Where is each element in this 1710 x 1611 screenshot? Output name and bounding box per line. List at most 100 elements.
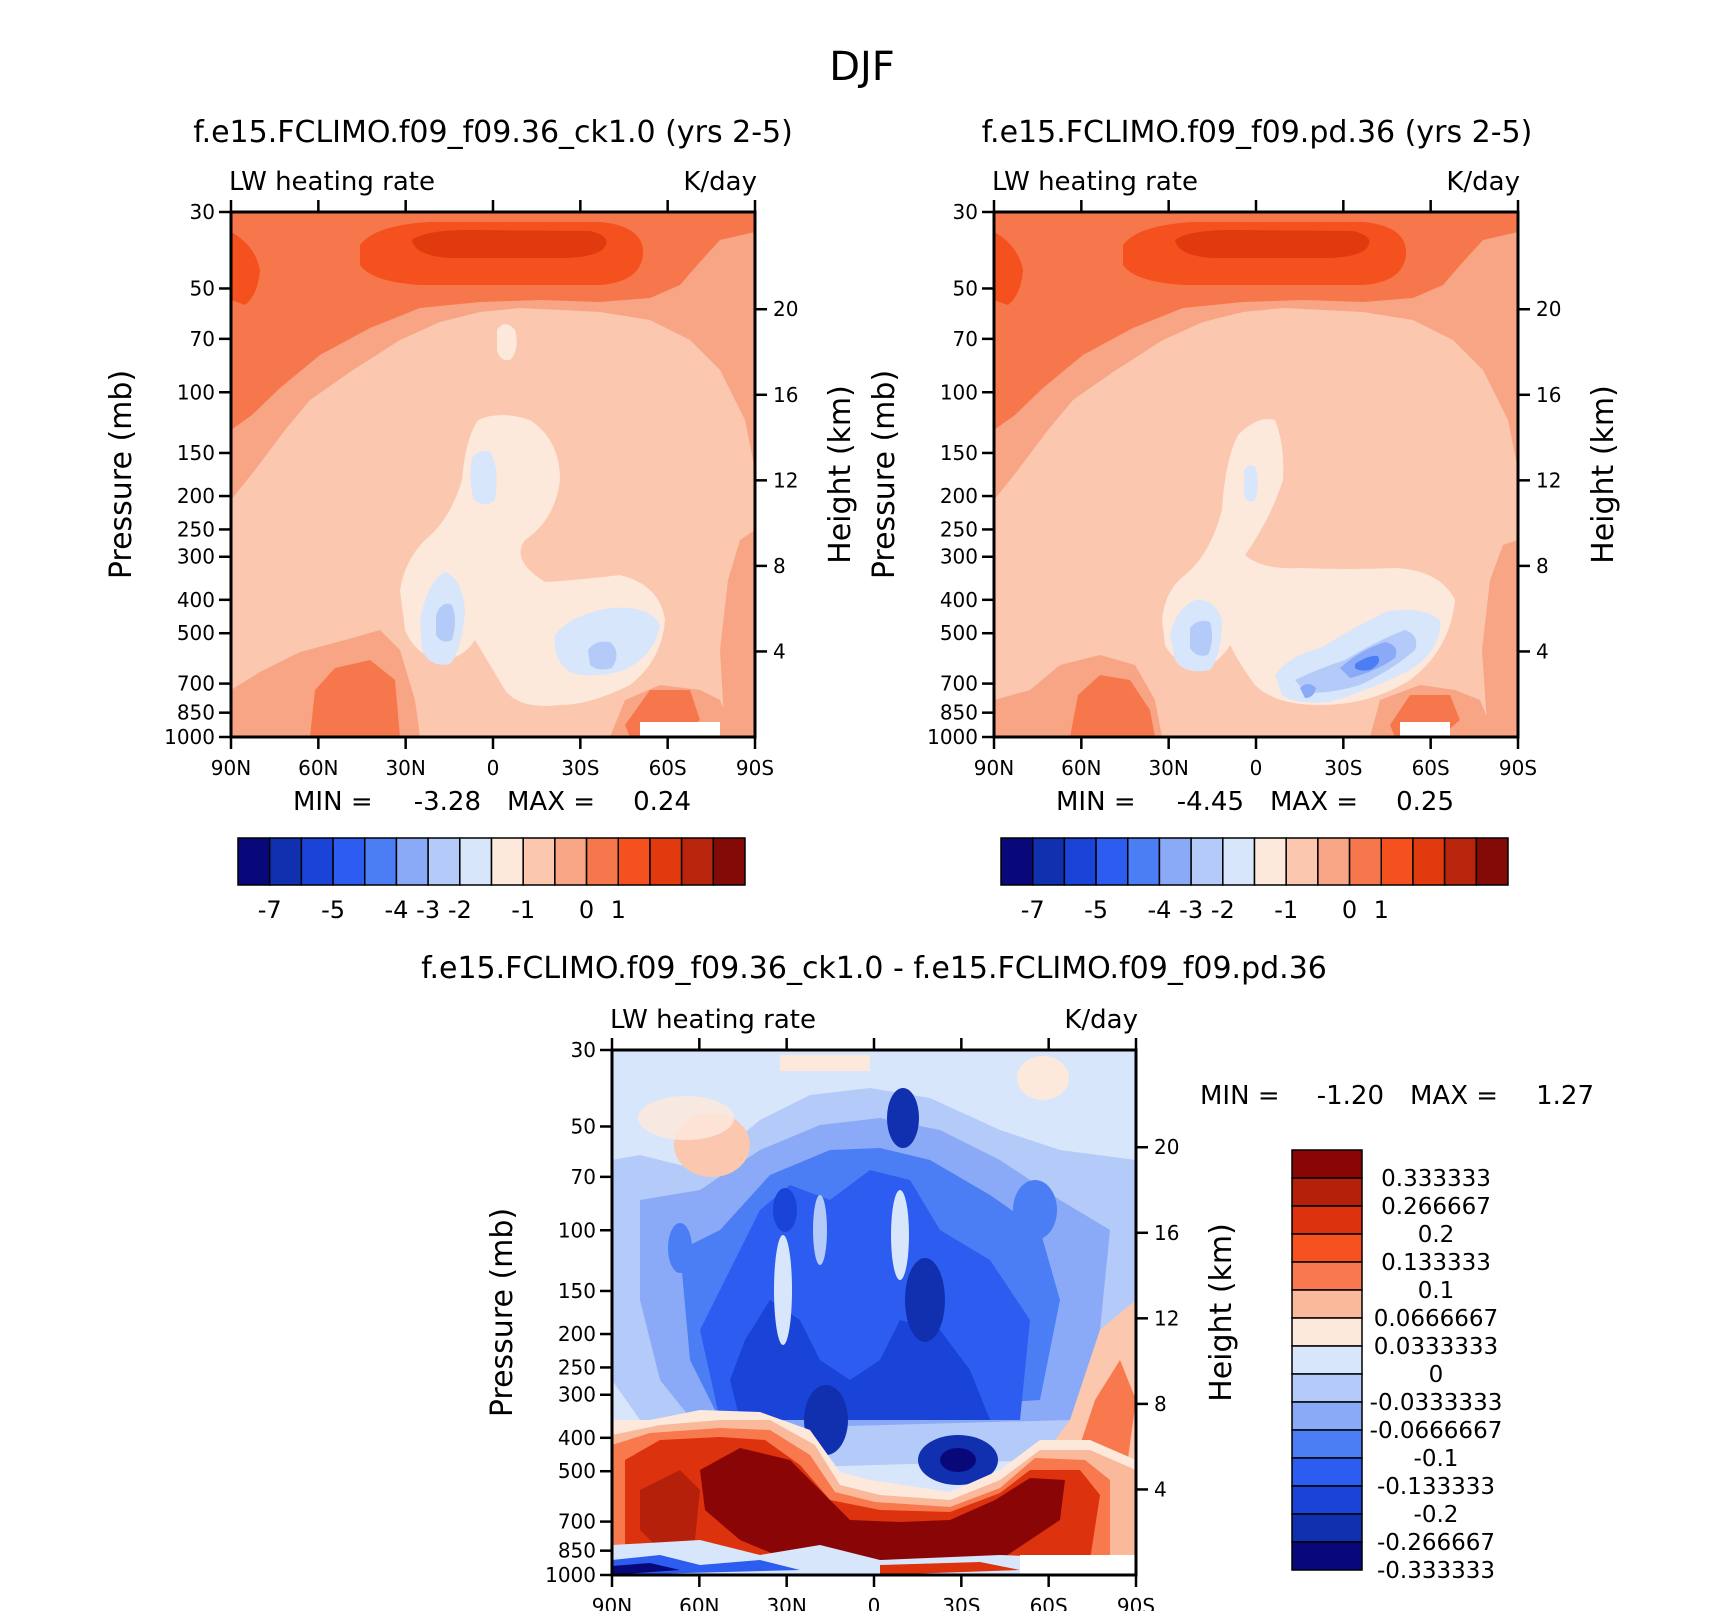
min-value: -3.28 [414,787,481,817]
panel-1-south-edge-band [720,530,755,737]
x-tick-label: 90S [1499,756,1537,780]
y2-tick-label: 8 [1154,1392,1167,1416]
colorbar-tick-label: 0.2 [1418,1222,1455,1248]
colorbar-swatch [585,837,619,886]
panel-1-axes: 90N 60N 30N 0 30S 60S 90S305070100150200250300… [104,200,858,924]
colorbar-swatch [1291,1233,1363,1263]
colorbar-tick-label: -0.2 [1414,1502,1459,1528]
panel-3-min-core-e [940,1448,976,1472]
min-label: MIN = [293,787,373,817]
panel-2-left-label: LW heating rate [992,167,1198,197]
panel-1-left-label: LW heating rate [229,167,435,197]
x-tick-label: 30N [385,756,425,780]
colorbar-swatch [364,837,398,886]
panel-3-title: f.e15.FCLIMO.f09_f09.36_ck1.0 - f.e15.FC… [421,951,1327,986]
x-tick-label: 60N [679,1594,719,1611]
panel-3-surface-red-strip [880,1562,1020,1575]
colorbar-tick-label: 0.133333 [1381,1250,1491,1276]
y-tick-label: 300 [558,1383,596,1407]
panel-1-title: f.e15.FCLIMO.f09_f09.36_ck1.0 (yrs 2-5) [193,115,793,150]
colorbar-swatch [427,837,461,886]
panel-3-pos-anomaly-b [638,1096,734,1140]
colorbar-tick-label: 0 [1342,896,1357,924]
colorbar-tick-label: -7 [1021,896,1045,924]
colorbar-swatch [1291,1457,1363,1487]
colorbar-swatch [1127,837,1161,886]
panel-3-light-tongue-a [774,1235,792,1345]
max-value: 1.27 [1536,1081,1594,1111]
colorbar-tick-label: 0.1 [1418,1278,1455,1304]
colorbar-tick-label: -0.333333 [1377,1558,1495,1584]
colorbar-tick-label: 0 [1429,1362,1444,1388]
y-tick-label: 200 [940,484,978,508]
colorbar-swatch [522,837,556,886]
y-tick-label: 150 [177,441,215,465]
y2-tick-label: 4 [1536,639,1549,663]
y-tick-label: 150 [558,1279,596,1303]
colorbar-swatch [649,837,683,886]
y-axis-label: Pressure (mb) [485,1208,520,1417]
colorbar-swatch [1291,1149,1363,1179]
colorbar-swatch [1412,837,1446,886]
colorbar-swatch [237,837,271,886]
panel-3-light-tongue-b [891,1190,909,1280]
colorbar-swatch [1031,837,1066,886]
y2-axis-label: Height (km) [1204,1223,1239,1402]
colorbar-swatch [1291,1485,1363,1515]
colorbar-tick-label: 0.266667 [1381,1194,1491,1220]
y-tick-label: 50 [190,276,215,300]
y-tick-label: 30 [571,1038,596,1062]
colorbar-swatch [1317,837,1351,886]
panel-1-missing-data [640,722,720,737]
min-value: -4.45 [1177,787,1244,817]
colorbar-swatch [617,837,651,886]
x-tick-label: 0 [1250,756,1263,780]
colorbar-swatch [490,837,524,886]
colorbar-swatch [268,837,303,886]
panel-2-min-region-a [1244,465,1258,502]
y2-tick-label: 8 [1536,554,1549,578]
y2-tick-label: 4 [1154,1477,1167,1501]
colorbar-tick-label: 0 [579,896,594,924]
y-tick-label: 50 [571,1114,596,1138]
colorbar-tick-label: -5 [321,896,345,924]
colorbar-tick-label: 1 [1374,896,1389,924]
x-tick-label: 90N [592,1594,632,1611]
panel-1-min-core-b [436,603,455,642]
y2-tick-label: 16 [1536,383,1561,407]
panel-3-axes: 90N 60N 30N 0 30S 60S 90S305070100150200250300… [485,1038,1594,1611]
y2-tick-label: 16 [1154,1221,1179,1245]
x-tick-label: 60N [1061,756,1101,780]
max-label: MAX = [1270,787,1358,817]
colorbar-tick-label: -4 [384,896,408,924]
colorbar: -7 -5 -4 -3 -2 -1 0 1 [237,837,746,924]
x-tick-label: 30S [1324,756,1362,780]
panel-3-min-core-g [668,1223,692,1273]
colorbar-tick-label: -2 [1211,896,1235,924]
y-tick-label: 850 [177,701,215,725]
y-tick-label: 400 [558,1426,596,1450]
colorbar-tick-label: -4 [1147,896,1171,924]
panel-3-min-core-a [887,1088,919,1148]
panel-1-min-core-c [588,641,617,670]
y-tick-label: 150 [940,441,978,465]
y-tick-label: 70 [571,1165,596,1189]
colorbar-swatch [1291,1289,1363,1319]
colorbar-tick-label: -0.0333333 [1370,1390,1503,1416]
y-tick-label: 1000 [545,1563,596,1587]
y-tick-label: 70 [190,327,215,351]
x-tick-label: 90N [974,756,1014,780]
colorbar-swatch [1291,1205,1363,1235]
panel-1-min-region-a [470,450,497,504]
colorbar-swatch [1348,837,1382,886]
figure-title: DJF [829,44,895,90]
colorbar-tick-label: 0.333333 [1381,1166,1491,1192]
panel-2-upper-core [1175,230,1370,258]
x-tick-label: 30N [766,1594,806,1611]
y2-tick-label: 20 [1536,297,1561,321]
y2-axis-label: Height (km) [823,385,858,564]
max-label: MAX = [507,787,595,817]
x-tick-label: 90S [1117,1594,1155,1611]
colorbar-swatch [1475,837,1509,886]
